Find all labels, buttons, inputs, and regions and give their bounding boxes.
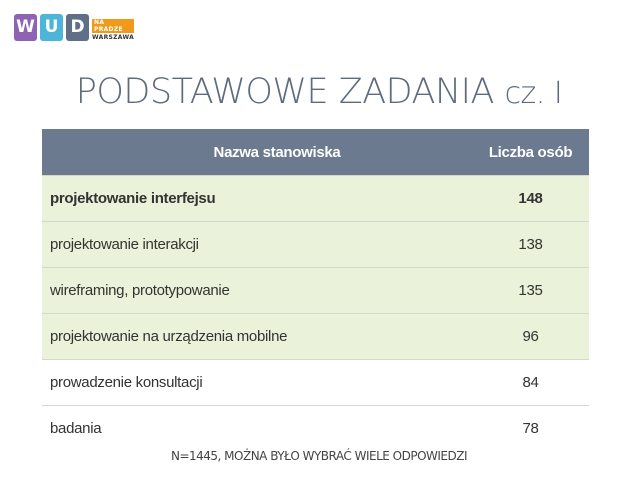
row-count: 84 (472, 359, 589, 406)
row-name: wireframing, prototypowanie (42, 267, 472, 314)
table-row: projektowanie interfejsu 148 (42, 175, 589, 222)
header-count: Liczba osób (472, 129, 589, 176)
footnote: N=1445, MOŻNA BYŁO WYBRAĆ WIELE ODPOWIED… (170, 449, 468, 463)
table-row: prowadzenie konsultacji 84 (42, 359, 589, 406)
row-count: 148 (472, 175, 589, 222)
slide-title-suffix: cz. I (504, 76, 563, 111)
logo-tagline: NA PRADZE WARSZAWA (92, 19, 135, 41)
logo-letter-w: W (14, 14, 37, 41)
row-count: 96 (472, 313, 589, 360)
header-position-name: Nazwa stanowiska (42, 129, 472, 176)
logo-letter-d: D (66, 14, 89, 41)
row-name: prowadzenie konsultacji (42, 359, 472, 406)
wud-logo: W U D NA PRADZE WARSZAWA (14, 14, 135, 44)
tasks-table: Nazwa stanowiska Liczba osób projektowan… (42, 129, 589, 451)
slide-title-main: PODSTAWOWE ZADANIA (75, 72, 495, 112)
logo-letter-u: U (40, 14, 63, 41)
row-count: 135 (472, 267, 589, 314)
row-name: projektowanie interfejsu (42, 175, 472, 222)
row-name: badania (42, 405, 472, 451)
logo-tag-top: NA PRADZE (92, 19, 135, 33)
table-row: badania 78 (42, 405, 589, 451)
table-row: wireframing, prototypowanie 135 (42, 267, 589, 314)
row-count: 138 (472, 221, 589, 268)
logo-tag-bottom: WARSZAWA (92, 34, 135, 41)
table-header-row: Nazwa stanowiska Liczba osób (42, 129, 589, 176)
row-name: projektowanie interakcji (42, 221, 472, 268)
row-name: projektowanie na urządzenia mobilne (42, 313, 472, 360)
table-row: projektowanie interakcji 138 (42, 221, 589, 268)
table-row: projektowanie na urządzenia mobilne 96 (42, 313, 589, 360)
row-count: 78 (472, 405, 589, 451)
slide-title: PODSTAWOWE ZADANIA cz. I (0, 72, 638, 112)
